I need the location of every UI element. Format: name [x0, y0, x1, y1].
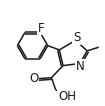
Text: N: N [76, 60, 85, 73]
Text: F: F [38, 22, 45, 35]
Text: S: S [73, 31, 81, 44]
Text: OH: OH [58, 90, 76, 103]
Text: O: O [29, 72, 38, 85]
